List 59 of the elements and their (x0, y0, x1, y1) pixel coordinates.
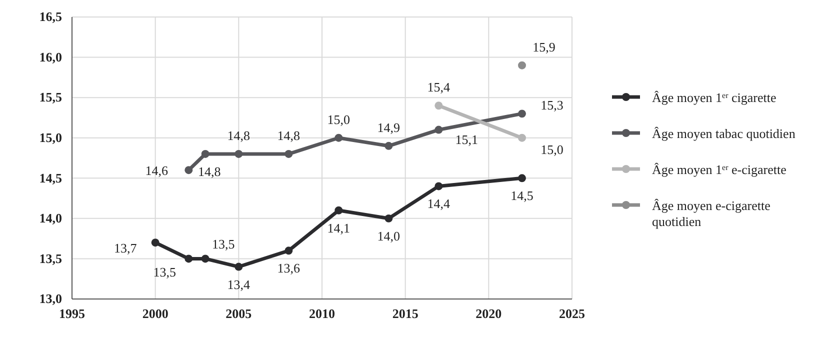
data-label: 15,1 (455, 132, 478, 147)
data-label: 14,5 (510, 188, 534, 204)
data-label: 14,1 (327, 220, 350, 236)
point (384, 214, 393, 222)
data-label: 15,0 (327, 112, 350, 127)
point (518, 174, 526, 182)
y-tick-label: 16,0 (39, 49, 62, 64)
point (184, 254, 193, 263)
point (518, 134, 526, 142)
y-tick-label: 13,5 (39, 250, 62, 266)
point (384, 142, 393, 150)
point (201, 254, 210, 263)
point (434, 102, 443, 110)
point (184, 166, 193, 174)
data-label: 13,7 (114, 240, 138, 256)
point (518, 110, 526, 118)
y-tick-label: 14,5 (39, 170, 62, 186)
legend-label: Âge moyen 1$^{er}$ cigarette (652, 90, 776, 105)
point (518, 61, 526, 70)
data-label: 15,0 (540, 142, 564, 157)
point (151, 238, 160, 247)
data-label: 13,4 (227, 276, 251, 292)
point (334, 134, 343, 142)
x-tick-label: 2010 (309, 306, 335, 322)
data-label: 14,6 (145, 163, 169, 178)
point (234, 150, 243, 158)
point (284, 246, 293, 255)
data-label: 14,8 (277, 128, 300, 143)
point (334, 206, 343, 214)
data-label: 13,6 (277, 260, 301, 276)
data-label: 14,9 (377, 120, 400, 135)
data-label: 14,8 (227, 128, 250, 143)
data-label: 13,5 (153, 264, 176, 280)
y-tick-label: 14,0 (39, 210, 62, 226)
legend-label: Âge moyen 1$^{er}$ e-cigarette (652, 162, 787, 177)
point (234, 262, 243, 271)
y-tick-label: 16,5 (39, 9, 62, 24)
legend-label: Âge moyen tabac quotidien (652, 126, 796, 141)
point (201, 150, 210, 158)
x-tick-label: 2000 (142, 306, 168, 322)
legend-label: Âge moyen e-cigarette quotidien (652, 198, 771, 229)
point (434, 126, 443, 134)
data-label: 13,5 (212, 236, 235, 252)
data-label: 14,0 (377, 228, 400, 244)
data-label: 14,4 (427, 196, 451, 212)
x-tick-label: 2025 (559, 306, 586, 322)
x-tick-label: 2015 (392, 306, 419, 322)
y-tick-label: 13,0 (39, 291, 62, 306)
y-tick-label: 15,0 (39, 130, 62, 146)
data-label: 15,3 (540, 98, 564, 113)
data-label: 15,4 (427, 80, 451, 95)
x-tick-label: 2005 (226, 306, 252, 322)
point (434, 182, 443, 190)
y-tick-label: 15,5 (39, 90, 62, 105)
data-label: 14,8 (198, 164, 221, 179)
x-tick-label: 2020 (476, 306, 502, 322)
x-tick-label: 1995 (59, 306, 86, 322)
data-label: 15,9 (532, 39, 556, 54)
point (284, 150, 293, 158)
